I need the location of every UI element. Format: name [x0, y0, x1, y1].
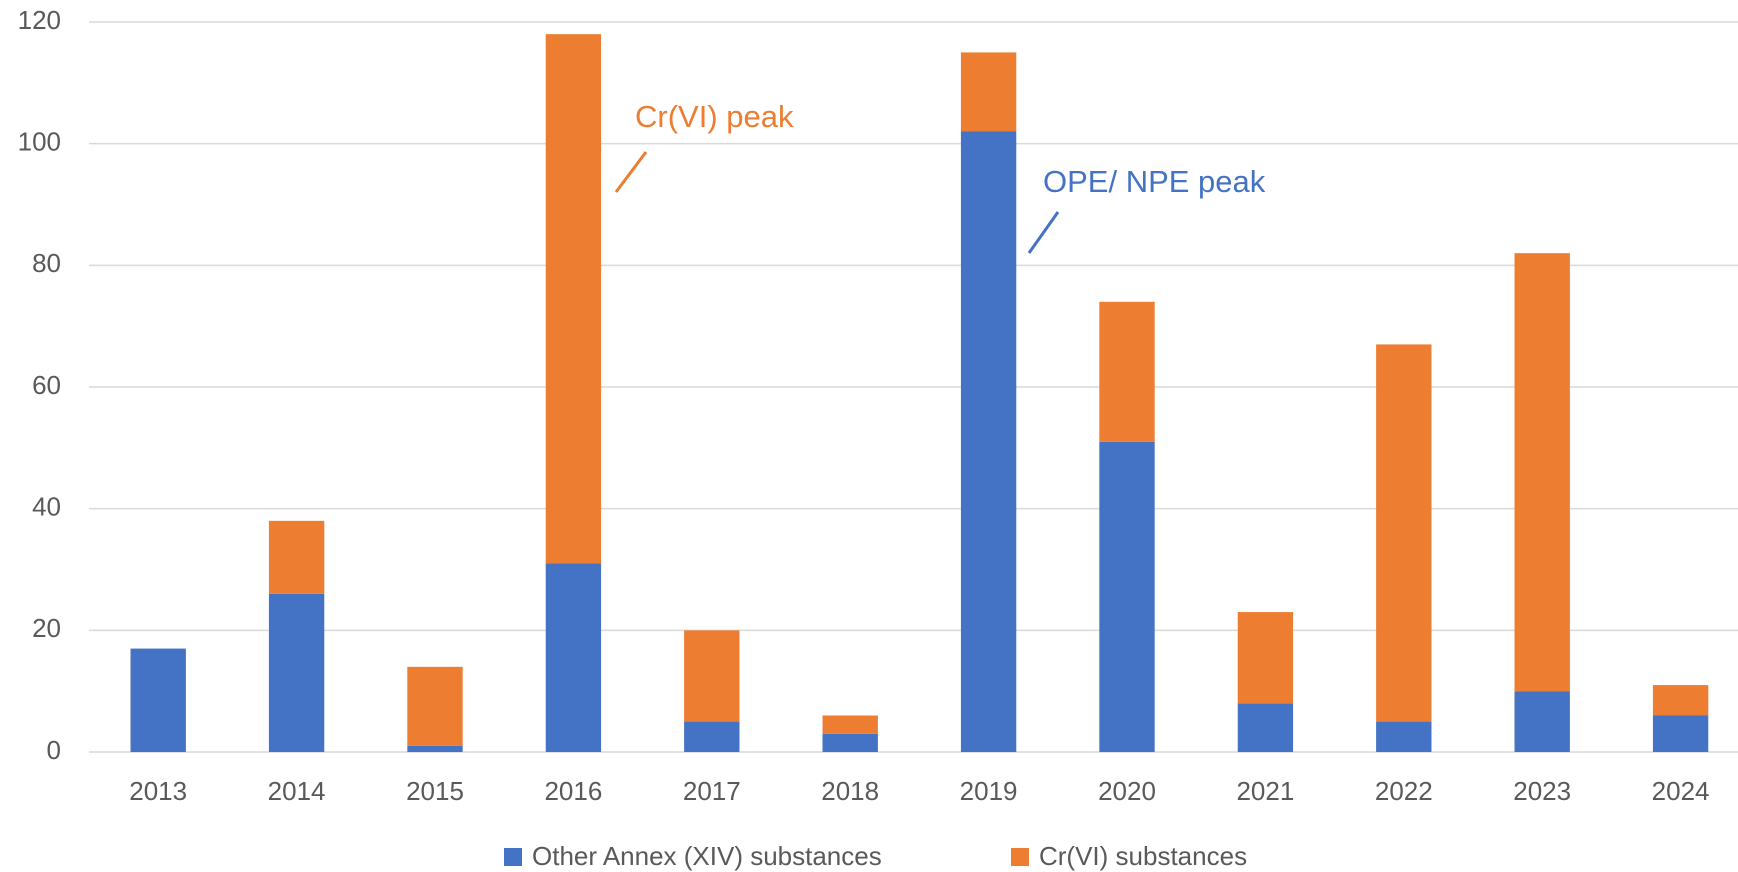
x-tick-label: 2015 [406, 776, 464, 806]
x-tick-label: 2022 [1375, 776, 1433, 806]
x-tick-label: 2020 [1098, 776, 1156, 806]
bar-segment [1376, 344, 1432, 722]
x-tick-label: 2021 [1236, 776, 1294, 806]
bar-segment [960, 131, 1017, 752]
bar-segment [1514, 253, 1570, 692]
bar-segment [545, 563, 602, 752]
bar-segment [1514, 691, 1570, 752]
bar-segment [1376, 721, 1432, 752]
y-tick-label: 100 [18, 127, 61, 157]
legend-label: Other Annex (XIV) substances [532, 841, 882, 871]
bar-segment [1652, 715, 1709, 752]
y-tick-label: 20 [32, 613, 61, 643]
x-tick-label: 2017 [683, 776, 741, 806]
bar-segment [1099, 301, 1155, 442]
bar-segment [545, 34, 602, 564]
legend-swatch [504, 848, 522, 866]
bar-segment [684, 630, 740, 722]
bar-segment [130, 648, 186, 752]
annotation-line [1027, 211, 1060, 254]
x-tick-label: 2013 [129, 776, 187, 806]
x-tick-label: 2014 [268, 776, 326, 806]
annotation-line [614, 151, 648, 193]
x-tick-label: 2019 [960, 776, 1018, 806]
y-tick-label: 40 [32, 492, 61, 522]
x-tick-label: 2024 [1652, 776, 1710, 806]
annotation: Cr(VI) peak [635, 99, 794, 134]
x-tick-label: 2018 [821, 776, 879, 806]
legend-label: Cr(VI) substances [1039, 841, 1247, 871]
legend-swatch [1011, 848, 1029, 866]
bar-segment [1237, 703, 1294, 752]
bar-segment [960, 52, 1017, 132]
bar-segment [268, 593, 325, 752]
bar-segment [1652, 685, 1709, 716]
bar-segment [268, 520, 325, 594]
y-tick-label: 80 [32, 248, 61, 278]
bar-segment [407, 745, 463, 752]
bar-segment [684, 721, 740, 752]
x-tick-label: 2016 [544, 776, 602, 806]
y-tick-label: 0 [47, 735, 61, 765]
bar-segment [1237, 612, 1294, 704]
bar-segment [822, 733, 878, 752]
bar-segment [1099, 441, 1155, 752]
bar-segment [822, 715, 878, 734]
bar-segment [407, 666, 463, 746]
y-tick-label: 120 [18, 5, 61, 35]
annotation: OPE/ NPE peak [1043, 164, 1266, 199]
x-tick-label: 2023 [1513, 776, 1571, 806]
y-tick-label: 60 [32, 370, 61, 400]
